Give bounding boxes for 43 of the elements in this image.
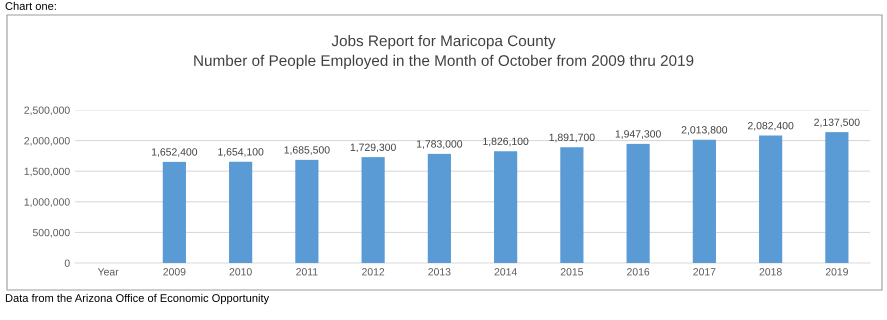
x-tick-label: 2017 [693,268,716,276]
y-tick-label: 1,000,000 [24,198,70,207]
data-label: 1,891,700 [550,134,595,142]
bar [362,157,385,263]
x-tick-label: 2015 [560,268,584,276]
bar [295,160,318,263]
data-label: 2,013,800 [682,126,728,135]
text: Chart one: [6,2,56,10]
x-tick-label: 2019 [826,268,848,276]
data-label: 1,729,300 [350,144,396,152]
y-tick-label: 2,000,000 [24,137,70,146]
x-tick-label: 2014 [494,268,517,276]
bar [759,136,782,263]
x-tick-label: 2013 [428,268,451,276]
x-tick-label: Year [98,268,118,276]
data-label: 2,082,400 [748,122,794,131]
data-label: 2,137,500 [814,118,860,128]
bar [692,140,716,263]
bar [560,147,584,263]
x-tick-label: 2010 [230,268,252,276]
y-tick-label: 0 [64,260,70,267]
y-tick-label: 2,500,000 [24,106,70,116]
x-tick-label: 2018 [760,268,782,276]
bar [494,151,518,263]
bar [626,144,650,263]
data-label: 1,826,100 [483,138,528,146]
data-label: 1,652,400 [152,148,198,157]
bar [428,154,451,263]
x-tick-label: 2009 [163,268,186,276]
bar [229,162,252,263]
x-tick-label: 2012 [362,268,384,276]
bar [162,162,186,263]
y-tick-label: 1,500,000 [24,168,70,176]
data-label: 1,947,300 [616,130,661,139]
data-label: 1,685,500 [284,146,330,155]
bar [825,132,848,263]
data-label: 1,654,100 [218,148,264,157]
text: Data from the Arizona Office of Economic Opportunity [6,294,270,304]
chart-title: Jobs Report for Maricopa County Number of People Employed in the Month of October from 2009 thru 2019 [194,34,694,70]
x-tick-label: 2016 [627,268,650,276]
x-tick-label: 2011 [296,268,318,276]
data-label: 1,783,000 [417,140,462,149]
y-tick-label: 500,000 [32,228,70,238]
